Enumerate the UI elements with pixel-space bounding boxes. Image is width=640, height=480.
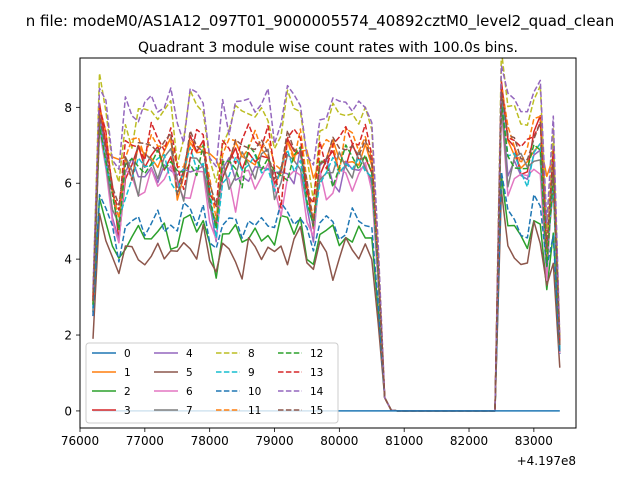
legend-label-15: 15 [310,405,323,417]
series-line-12 [92,102,561,412]
legend-label-2: 2 [124,386,131,398]
legend-label-11: 11 [248,405,261,417]
y-tick-label: 8 [64,101,72,115]
legend-label-4: 4 [186,348,193,360]
y-tick-label: 6 [64,177,72,191]
legend-label-5: 5 [186,367,193,379]
legend-label-6: 6 [186,386,193,398]
x-axis: 76000 77000 78000 79000 80000 81000 82000 83000 [61,428,553,448]
legend-label-14: 14 [310,386,324,398]
legend-label-8: 8 [248,348,255,360]
legend-label-3: 3 [124,405,131,417]
chart-title: Quadrant 3 module wise count rates with … [138,40,518,56]
x-tick-label: 81000 [385,434,423,448]
y-tick-label: 0 [64,404,72,418]
series-line-10 [92,171,561,412]
legend-label-7: 7 [186,405,193,417]
y-tick-label: 2 [64,329,72,343]
y-tick-label: 4 [64,253,72,267]
legend-label-1: 1 [124,367,131,379]
legend-box [85,342,339,424]
series-line-8 [92,58,561,412]
x-tick-label: 79000 [255,434,293,448]
legend-label-9: 9 [248,367,255,379]
legend-label-0: 0 [124,348,131,360]
x-tick-label: 77000 [126,434,164,448]
legend-label-13: 13 [310,367,323,379]
axes-frame [79,57,577,429]
x-tick-label: 76000 [61,434,99,448]
x-tick-label: 78000 [191,434,229,448]
x-axis-offset-label: +4.197e8 [517,454,576,468]
y-axis: 0 2 4 6 8 [64,101,80,418]
figure-suptitle: n file: modeM0/AS1A12_097T01_9000005574_… [26,12,615,31]
legend-label-10: 10 [248,386,261,398]
x-tick-label: 80000 [320,434,358,448]
x-tick-label: 82000 [450,434,488,448]
x-tick-label: 83000 [515,434,553,448]
legend-label-12: 12 [310,348,323,360]
